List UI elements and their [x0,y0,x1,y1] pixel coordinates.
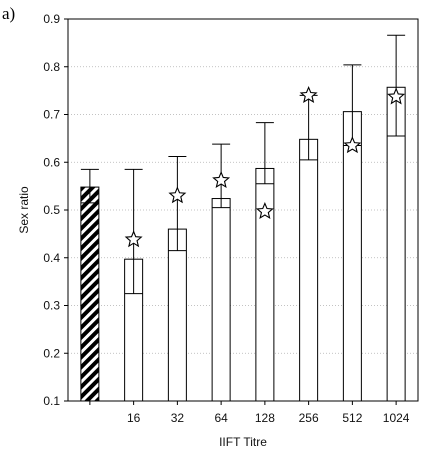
star-marker [343,136,362,154]
bars [80,86,406,402]
bar [299,138,319,402]
x-tick-label: 64 [214,411,228,425]
x-tick-label: 512 [342,411,362,425]
y-axis-ticks: 0.1 0.2 0.3 0.4 0.5 0.6 0.7 0.8 0.9 [43,12,68,408]
y-tick-label: 0.4 [43,251,60,265]
star-marker [168,186,187,204]
bar-reference [80,186,100,402]
star-marker [124,230,143,248]
star-marker [387,87,406,105]
x-tick-label: 16 [127,411,141,425]
bar [342,111,362,402]
star-marker [299,85,318,104]
x-axis-ticks: 16 32 64 128 256 512 1024 [89,401,410,425]
y-tick-label: 0.7 [43,108,60,122]
y-tick-label: 0.9 [43,12,60,26]
y-tick-label: 0.6 [43,155,60,169]
star-marker [212,170,231,189]
y-tick-label: 0.3 [43,299,60,313]
y-tick-label: 0.8 [43,60,60,74]
x-tick-label: 128 [255,411,275,425]
y-axis-label: Sex ratio [17,186,31,234]
x-axis-label: IIFT Titre [219,435,267,449]
panel-label: a) [2,4,16,23]
star-marker [255,201,274,220]
grid-lines [68,66,418,354]
x-tick-label: 256 [299,411,319,425]
x-tick-label: 32 [171,411,185,425]
y-tick-label: 0.2 [43,346,60,360]
y-tick-label: 0.1 [43,394,60,408]
bar [211,198,231,402]
star-markers [124,85,406,248]
x-tick-label: 1024 [383,411,410,425]
y-tick-label: 0.5 [43,203,60,217]
bar [167,228,187,402]
